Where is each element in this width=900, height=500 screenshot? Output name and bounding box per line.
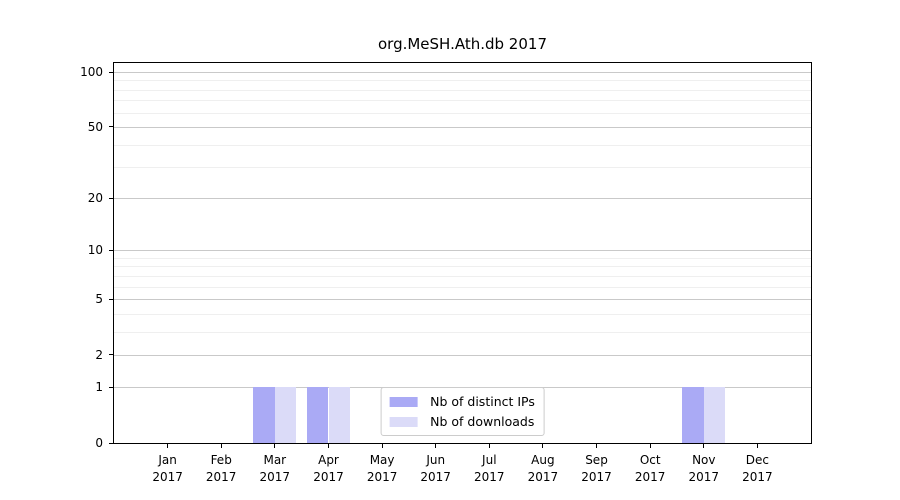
minor-gridline xyxy=(114,331,811,333)
y-tick xyxy=(109,71,113,73)
minor-gridline xyxy=(114,100,811,102)
chart-title: org.MeSH.Ath.db 2017 xyxy=(378,35,547,53)
y-tick-label: 10 xyxy=(87,243,103,258)
x-tick xyxy=(435,444,437,448)
x-tick xyxy=(703,444,705,448)
minor-gridline xyxy=(114,89,811,91)
minor-gridline xyxy=(114,144,811,146)
x-tick xyxy=(756,444,758,448)
legend: Nb of distinct IPs Nb of downloads xyxy=(380,387,545,436)
y-tick xyxy=(109,126,113,128)
legend-swatch-distinct-ips xyxy=(389,396,418,407)
x-tick xyxy=(649,444,651,448)
bar-apr-downloads xyxy=(328,387,350,443)
minor-gridline xyxy=(114,313,811,315)
x-tick-label: Nov 2017 xyxy=(688,453,720,484)
y-tick-label: 1 xyxy=(95,380,103,395)
x-tick-label: Dec 2017 xyxy=(742,453,773,484)
major-gridline xyxy=(114,250,811,252)
x-tick xyxy=(381,444,383,448)
bar-mar-downloads xyxy=(274,387,297,443)
minor-gridline xyxy=(114,112,811,114)
legend-label-downloads: Nb of downloads xyxy=(430,414,535,429)
x-tick-label: Feb 2017 xyxy=(205,453,237,484)
bar-nov-downloads xyxy=(703,387,726,443)
major-gridline xyxy=(114,299,811,300)
plot-area: Nb of distinct IPs Nb of downloads xyxy=(113,62,812,444)
legend-label-distinct-ips: Nb of distinct IPs xyxy=(430,394,535,409)
x-tick xyxy=(596,444,597,448)
legend-swatch-downloads xyxy=(389,416,418,427)
y-tick-label: 5 xyxy=(95,292,103,306)
major-gridline xyxy=(114,72,811,73)
x-tick-label: Oct 2017 xyxy=(634,453,666,484)
y-tick-label: 100 xyxy=(80,65,103,79)
x-tick xyxy=(274,444,276,448)
x-tick xyxy=(542,444,544,448)
x-tick-label: Jun 2017 xyxy=(420,453,451,484)
legend-item-downloads: Nb of downloads xyxy=(389,414,535,429)
minor-gridline xyxy=(114,286,811,288)
bar-mar-distinct-ips xyxy=(253,387,275,443)
minor-gridline xyxy=(114,275,811,277)
y-tick xyxy=(109,298,113,300)
minor-gridline xyxy=(114,257,811,259)
bar-nov-distinct-ips xyxy=(682,387,704,443)
x-tick xyxy=(488,444,490,448)
x-tick-label: Apr 2017 xyxy=(313,453,344,484)
x-tick xyxy=(167,444,169,448)
x-tick xyxy=(328,444,329,448)
y-tick xyxy=(109,386,113,388)
x-tick-label: Jan 2017 xyxy=(152,453,183,484)
y-tick xyxy=(109,354,113,356)
y-tick xyxy=(109,442,113,444)
x-tick-label: Mar 2017 xyxy=(259,453,291,484)
legend-item-distinct-ips: Nb of distinct IPs xyxy=(389,394,535,409)
minor-gridline xyxy=(114,167,811,168)
y-tick-label: 2 xyxy=(95,347,103,362)
major-gridline xyxy=(114,198,811,200)
y-tick-label: 50 xyxy=(87,119,103,134)
x-tick xyxy=(220,444,222,448)
y-tick-label: 20 xyxy=(87,191,103,206)
minor-gridline xyxy=(114,80,811,82)
y-tick xyxy=(109,249,113,251)
bar-apr-distinct-ips xyxy=(307,387,329,443)
x-tick-label: Jul 2017 xyxy=(474,453,505,484)
minor-gridline xyxy=(114,266,811,268)
major-gridline xyxy=(114,126,811,128)
x-tick-label: Sep 2017 xyxy=(581,453,612,484)
y-tick-label: 0 xyxy=(95,436,103,450)
major-gridline xyxy=(114,354,811,356)
y-tick xyxy=(109,197,113,199)
x-tick-label: Aug 2017 xyxy=(527,453,559,484)
x-tick-label: May 2017 xyxy=(366,453,398,484)
